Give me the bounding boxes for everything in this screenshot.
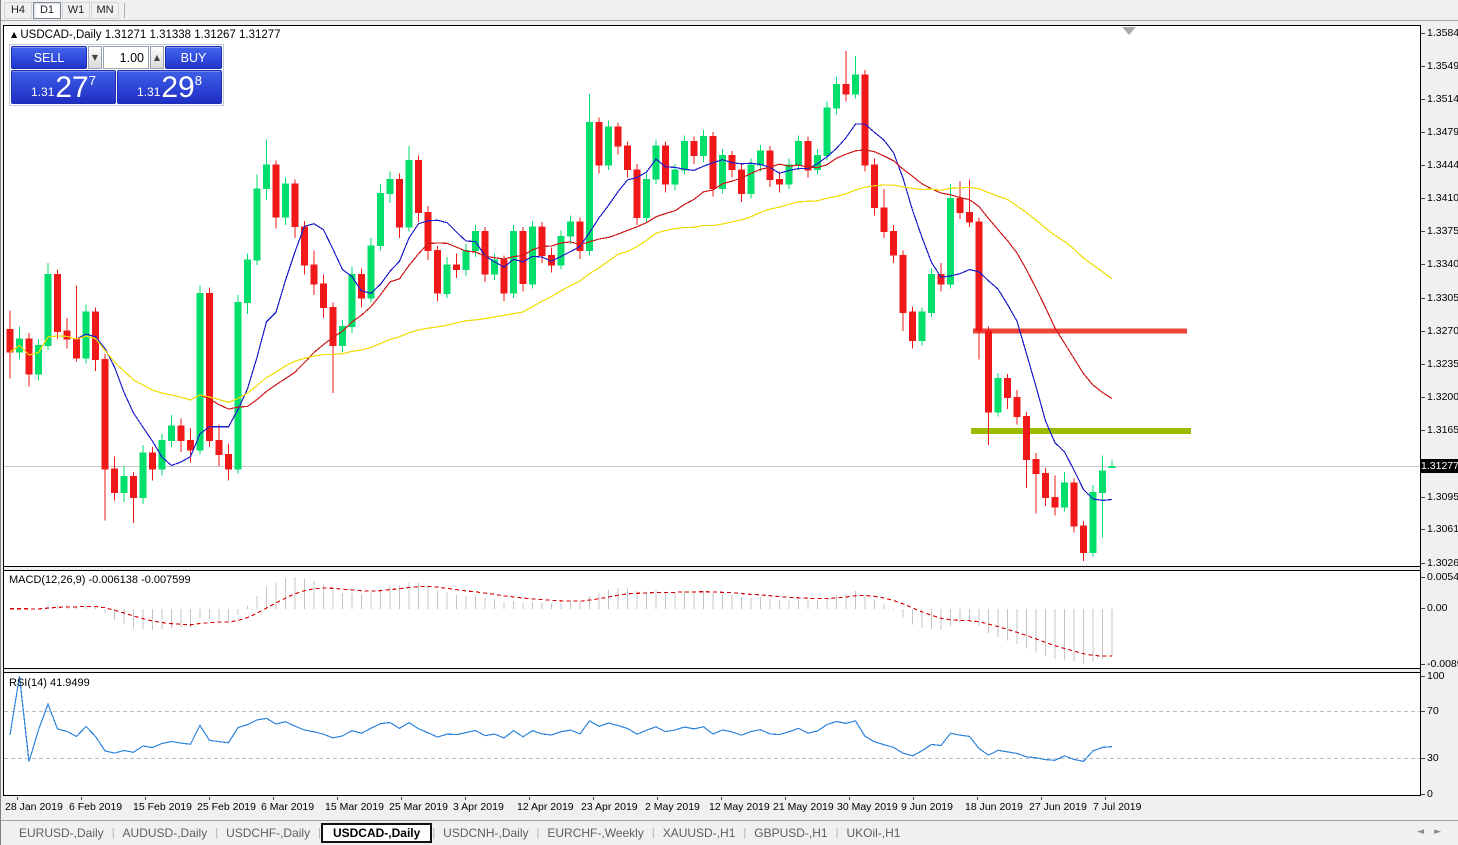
timeframe-button-h4[interactable]: H4	[4, 1, 32, 19]
price-axis-tick: 1.30950	[1421, 491, 1458, 503]
timeframe-button-mn[interactable]: MN	[91, 1, 119, 19]
price-axis-tick: 1.32350	[1421, 358, 1458, 370]
time-axis-label: 15 Feb 2019	[133, 797, 192, 813]
time-axis-label: 6 Feb 2019	[69, 797, 123, 813]
scroll-to-end-icon[interactable]	[1122, 27, 1136, 35]
rsi-axis-tick: 100	[1421, 669, 1445, 682]
rsi-axis-tick: 0	[1421, 787, 1433, 800]
chart-tab-bar: EURUSD-,Daily | AUDUSD-,Daily | USDCHF-,Dail…	[1, 820, 1458, 845]
time-axis-label: 28 Jan 2019	[5, 797, 63, 813]
sell-price-button[interactable]: 1.31 27 7	[11, 70, 116, 104]
rsi-axis-tick: 30	[1421, 752, 1439, 765]
price-axis-tick: 1.32700	[1421, 325, 1458, 337]
time-axis-label: 3 Apr 2019	[453, 797, 504, 813]
sell-button[interactable]: SELL	[11, 46, 87, 69]
timeframe-button-group: H4 D1 W1 MN	[4, 1, 120, 19]
chart-symbol-label: USDCAD-,Daily	[20, 29, 102, 41]
volume-decrease-icon[interactable]: ▼	[88, 46, 102, 69]
time-axis-label: 6 Mar 2019	[261, 797, 315, 813]
time-axis-label: 30 May 2019	[837, 797, 898, 813]
tab-separator: |	[536, 827, 540, 839]
chart-plot-svg[interactable]	[3, 25, 1421, 797]
price-axis-tick: 1.35140	[1421, 93, 1458, 105]
price-axis-tick: 1.34100	[1421, 192, 1458, 204]
buy-price-big-digits: 29	[161, 71, 195, 104]
price-axis-tick: 1.34790	[1421, 126, 1458, 138]
tab-scroll-right-icon[interactable]: ►	[1434, 827, 1451, 837]
price-axis-tick: 1.33050	[1421, 292, 1458, 304]
time-axis-label: 25 Mar 2019	[389, 797, 448, 813]
sell-price-pip-digit: 7	[88, 73, 96, 88]
time-axis-label: 15 Mar 2019	[325, 797, 384, 813]
chart-tabs: EURUSD-,Daily | AUDUSD-,Daily | USDCHF-,Dail…	[11, 823, 908, 843]
rsi-indicator-label: RSI(14) 41.9499	[9, 677, 90, 689]
chart-ohlc-values: 1.31271 1.31338 1.31267 1.31277	[104, 29, 281, 41]
time-axis-label: 27 Jun 2019	[1029, 797, 1087, 813]
tab-separator: |	[743, 827, 747, 839]
tab-scroll-arrows: ◄►	[1417, 827, 1451, 837]
macd-axis-tick: 0.00	[1420, 602, 1448, 615]
tab-separator: |	[111, 827, 115, 839]
tab-usdchf-daily[interactable]: USDCHF-,Daily	[226, 826, 311, 840]
rsi-axis-tick: 70	[1421, 704, 1439, 717]
price-axis[interactable]: 1.31277 1.35840 1.35490 1.35140 1.34790 1.34…	[1420, 25, 1458, 800]
time-axis-label: 21 May 2019	[773, 797, 834, 813]
time-axis-label: 25 Feb 2019	[197, 797, 256, 813]
current-price-badge: 1.31277	[1421, 459, 1458, 474]
sell-price-prefix: 1.31	[31, 85, 55, 99]
time-axis-label: 18 Jun 2019	[965, 797, 1023, 813]
tab-usdcnh-daily[interactable]: USDCNH-,Daily	[443, 826, 529, 840]
timeframe-toolbar: H4 D1 W1 MN	[1, 0, 1458, 21]
price-axis-tick: 1.35840	[1421, 27, 1458, 39]
chart-title: ▲ USDCAD-,Daily 1.31271 1.31338 1.31267 …	[11, 29, 281, 41]
buy-price-button[interactable]: 1.31 29 8	[117, 70, 222, 104]
timeframe-button-w1[interactable]: W1	[62, 1, 90, 19]
time-axis[interactable]: 28 Jan 2019 6 Feb 2019 15 Feb 2019 25 Feb 2…	[3, 797, 1421, 819]
timeframe-button-d1[interactable]: D1	[33, 1, 61, 19]
one-click-trading-panel: SELL ▼ ▲ BUY 1.31 27 7 1.31 29 8	[9, 44, 224, 106]
time-axis-label: 2 May 2019	[645, 797, 700, 813]
time-axis-label: 12 Apr 2019	[517, 797, 574, 813]
sell-price-big-digits: 27	[55, 71, 89, 104]
time-axis-label: 7 Jul 2019	[1093, 797, 1142, 813]
price-axis-tick: 1.34440	[1421, 159, 1458, 171]
tab-separator: |	[835, 827, 839, 839]
tab-xauusd-h1[interactable]: XAUUSD-,H1	[662, 826, 736, 840]
price-axis-tick: 1.31650	[1421, 424, 1458, 436]
price-chart-canvas[interactable]	[3, 25, 1421, 797]
tab-audusd-daily[interactable]: AUDUSD-,Daily	[122, 826, 208, 840]
buy-price-prefix: 1.31	[137, 85, 161, 99]
macd-axis-tick: -0.00897	[1420, 658, 1458, 670]
toolbar-separator	[124, 2, 125, 18]
tab-ukoil-h1[interactable]: UKOil-,H1	[846, 826, 901, 840]
macd-axis-tick: 0.005484	[1421, 571, 1458, 583]
price-axis-tick: 1.30260	[1421, 557, 1458, 569]
tab-gbpusd-h1[interactable]: GBPUSD-,H1	[754, 826, 828, 840]
time-axis-label: 12 May 2019	[709, 797, 770, 813]
volume-input[interactable]	[103, 46, 149, 69]
tab-scroll-left-icon[interactable]: ◄	[1417, 827, 1435, 837]
tab-separator: |	[318, 827, 321, 839]
buy-button[interactable]: BUY	[165, 46, 222, 69]
price-axis-tick: 1.32000	[1421, 391, 1458, 403]
tab-eurusd-daily[interactable]: EURUSD-,Daily	[19, 826, 104, 840]
tab-separator: |	[432, 827, 436, 839]
time-axis-label: 9 Jun 2019	[901, 797, 953, 813]
price-axis-tick: 1.35490	[1421, 60, 1458, 72]
price-axis-tick: 1.33750	[1421, 225, 1458, 237]
tab-separator: |	[651, 827, 655, 839]
macd-indicator-label: MACD(12,26,9) -0.006138 -0.007599	[9, 574, 191, 586]
tab-separator: |	[215, 827, 219, 839]
tab-eurchf-weekly[interactable]: EURCHF-,Weekly	[547, 826, 644, 840]
time-axis-label: 23 Apr 2019	[581, 797, 638, 813]
price-axis-tick: 1.30610	[1421, 523, 1458, 535]
symbol-marker-icon: ▲	[11, 30, 18, 39]
volume-increase-icon[interactable]: ▲	[150, 46, 164, 69]
tab-usdcad-daily[interactable]: USDCAD-,Daily	[320, 823, 433, 843]
price-axis-tick: 1.33400	[1421, 258, 1458, 270]
buy-price-pip-digit: 8	[194, 73, 202, 88]
